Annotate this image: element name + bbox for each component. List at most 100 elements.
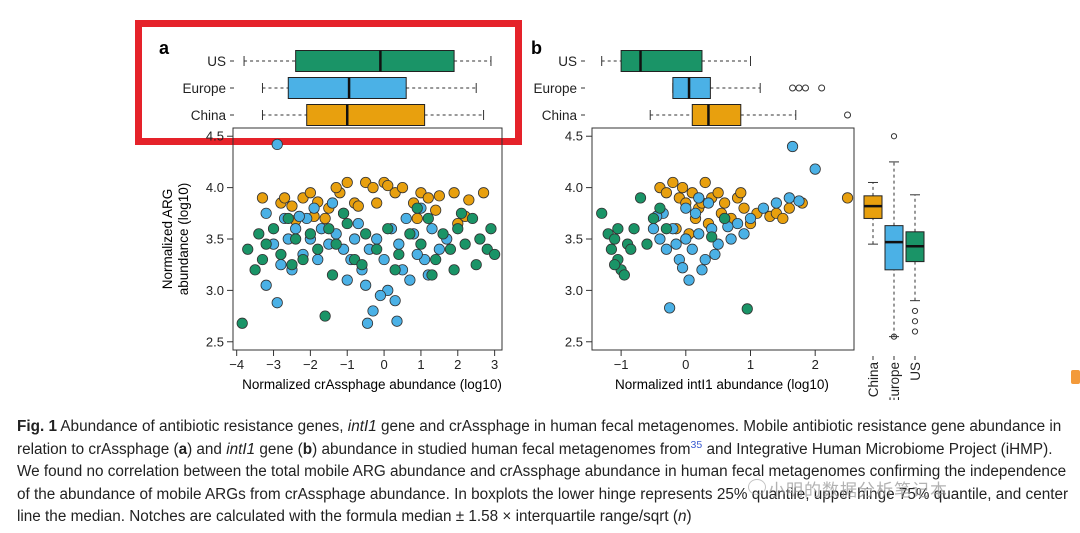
box-iqr-china: [306, 104, 426, 126]
scatter-point-us: [596, 207, 608, 219]
scatter-point-china: [463, 194, 475, 206]
scatter-point-china: [286, 200, 298, 212]
scatter-point-china: [396, 182, 409, 194]
scatter-point-europe: [389, 295, 401, 307]
box-outlier: [801, 84, 809, 92]
panel-b-label: b: [531, 38, 542, 58]
box-iqr-us: [295, 50, 455, 72]
scatter-point-china: [422, 192, 434, 204]
caption-panel-b-ref: b: [302, 440, 313, 458]
y-tick-label: 3.0: [206, 283, 224, 298]
scatter-point-china: [477, 187, 490, 199]
scatter-point-us: [253, 228, 265, 240]
scatter-point-us: [337, 207, 350, 219]
scatter-point-europe: [757, 202, 770, 214]
scatter-point-europe: [680, 233, 692, 245]
scatter-point-us: [634, 192, 647, 204]
scatter-point-europe: [404, 274, 416, 286]
scatter-point-china: [699, 176, 711, 189]
panel-b-marks: −1 0 1 2 2.5 3.0 3.5 4.0 4.5 US Europe China China Eu…: [533, 50, 925, 400]
edge-tab-icon: [1071, 370, 1080, 384]
scatter-point-china: [352, 200, 364, 212]
scatter-point-us: [459, 238, 471, 250]
scatter-point-europe: [670, 238, 682, 250]
x-tick-label: −2: [303, 357, 318, 372]
scatter-point-us: [444, 243, 457, 255]
scatter-point-us: [641, 238, 653, 250]
x-tick-label: −1: [614, 357, 629, 372]
scatter-point-europe: [293, 210, 305, 222]
scatter-point-europe: [793, 195, 805, 207]
scatter-point-us: [437, 228, 449, 240]
scatter-point-us: [618, 269, 630, 281]
y-tick-label: 3.0: [565, 283, 583, 298]
scatter-point-europe: [696, 264, 708, 276]
y-tick-label: 3.5: [565, 232, 583, 247]
scatter-point-europe: [654, 233, 666, 245]
scatter-point-china: [341, 176, 353, 189]
box-group-label: US: [207, 54, 226, 69]
scatter-point-us: [290, 233, 302, 245]
scatter-point-us: [389, 264, 401, 276]
caption-reference-link[interactable]: 35: [690, 438, 703, 451]
scatter-point-europe: [349, 233, 361, 245]
scatter-point-us: [323, 223, 335, 235]
scatter-point-us: [706, 231, 718, 243]
scatter-point-europe: [693, 228, 705, 240]
scatter-point-china: [278, 192, 291, 204]
x-tick-label: 1: [747, 357, 754, 372]
x-tick-label: −4: [229, 357, 244, 372]
scatter-point-china: [433, 190, 445, 202]
caption-n-variable: n: [678, 508, 687, 526]
scatter-point-europe: [352, 217, 364, 230]
caption-text-4: gene (: [255, 440, 303, 458]
scatter-point-us: [660, 223, 672, 235]
scatter-point-us: [319, 310, 331, 322]
scatter-point-china: [256, 192, 269, 204]
scatter-point-europe: [744, 212, 757, 225]
x-tick-label: 0: [380, 357, 387, 372]
scatter-point-us: [455, 207, 468, 219]
y-tick-label: 2.5: [206, 334, 224, 349]
box-iqr-us: [620, 50, 703, 72]
scatter-point-europe: [400, 212, 412, 225]
box-iqr-europe: [672, 77, 711, 99]
caption-intl1-b: intI1: [226, 440, 256, 458]
scatter-point-us: [326, 269, 339, 281]
scatter-point-us: [609, 233, 621, 245]
panel-b-xlabel: Normalized intI1 abundance (log10): [615, 377, 829, 392]
scatter-point-europe: [709, 248, 721, 261]
scatter-point-europe: [686, 243, 698, 255]
side-box-outlier: [911, 328, 919, 335]
scatter-point-us: [448, 264, 460, 276]
x-tick-label: 0: [682, 357, 689, 372]
scatter-point-europe: [660, 243, 672, 255]
scatter-point-europe: [411, 248, 423, 261]
scatter-point-us: [609, 259, 621, 271]
scatter-point-us: [256, 253, 269, 266]
scatter-point-china: [319, 212, 331, 225]
scatter-point-us: [249, 264, 261, 276]
scatter-point-europe: [699, 253, 711, 266]
side-box-group-label: US: [908, 362, 923, 381]
scatter-point-europe: [676, 262, 689, 274]
scatter-point-europe: [786, 140, 799, 153]
scatter-point-europe: [783, 192, 795, 204]
side-box-outlier: [911, 307, 919, 315]
scatter-point-us: [411, 202, 423, 214]
scatter-point-europe: [809, 163, 821, 175]
scatter-point-europe: [290, 223, 302, 235]
scatter-point-us: [625, 243, 637, 255]
scatter-point-europe: [260, 207, 272, 219]
box-outlier: [818, 84, 826, 92]
x-tick-label: 3: [491, 357, 498, 372]
scatter-point-us: [466, 212, 479, 225]
scatter-point-china: [712, 187, 724, 199]
scatter-point-europe: [312, 253, 324, 266]
scatter-point-europe: [702, 197, 715, 209]
scatter-point-us: [360, 228, 372, 240]
scatter-point-china: [841, 192, 854, 204]
side-box-outlier: [890, 133, 898, 140]
side-box-outlier: [911, 318, 919, 325]
scatter-point-europe: [680, 202, 692, 214]
